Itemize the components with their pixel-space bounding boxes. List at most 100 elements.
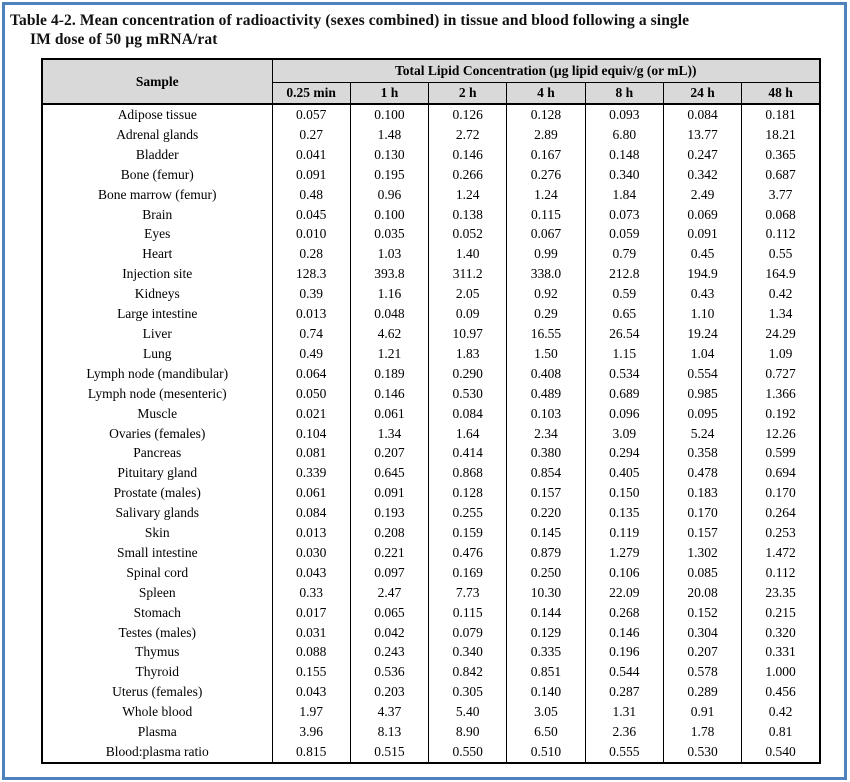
value-cell: 5.40 — [428, 702, 508, 723]
sample-name-cell: Adrenal glands — [41, 124, 273, 145]
value-cell: 2.47 — [349, 582, 430, 603]
value-cell: 1.31 — [584, 702, 664, 723]
value-cell: 0.320 — [741, 622, 821, 643]
value-cell: 0.96 — [349, 184, 430, 205]
value-cell: 0.135 — [584, 503, 664, 524]
value-cell: 1.10 — [662, 304, 743, 324]
value-cell: 16.55 — [506, 323, 586, 344]
value-cell: 2.49 — [662, 184, 743, 205]
value-cell: 0.061 — [349, 403, 430, 424]
table-title: Table 4-2. Mean concentration of radioac… — [0, 0, 850, 49]
value-cell: 1.472 — [741, 542, 821, 563]
sample-name-cell: Whole blood — [41, 702, 273, 723]
sample-name-cell: Plasma — [41, 722, 273, 742]
value-cell: 0.013 — [271, 523, 351, 543]
value-cell: 1.78 — [662, 722, 743, 742]
value-cell: 0.148 — [584, 144, 664, 165]
value-cell: 0.358 — [662, 443, 743, 464]
value-cell: 0.091 — [662, 224, 743, 245]
value-cell: 0.727 — [741, 363, 821, 384]
time-header-1h: 1 h — [349, 81, 430, 105]
value-cell: 0.129 — [506, 622, 586, 643]
sample-name-cell: Muscle — [41, 403, 273, 424]
sample-name-cell: Spinal cord — [41, 562, 273, 583]
value-cell: 2.36 — [584, 722, 664, 742]
value-cell: 4.62 — [349, 323, 430, 344]
value-cell: 0.100 — [349, 104, 430, 125]
time-header-48h: 48 h — [741, 81, 821, 105]
value-cell: 0.126 — [428, 104, 508, 125]
value-cell: 0.043 — [271, 682, 351, 703]
value-cell: 3.09 — [584, 423, 664, 444]
value-cell: 0.335 — [506, 642, 586, 663]
sample-name-cell: Lymph node (mesenteric) — [41, 383, 273, 404]
value-cell: 0.91 — [662, 702, 743, 723]
value-cell: 0.29 — [506, 304, 586, 324]
value-cell: 0.342 — [662, 164, 743, 185]
value-cell: 10.30 — [506, 582, 586, 603]
value-cell: 0.112 — [741, 224, 821, 245]
value-cell: 0.079 — [428, 622, 508, 643]
value-cell: 1.302 — [662, 542, 743, 563]
value-cell: 7.73 — [428, 582, 508, 603]
value-cell: 0.013 — [271, 304, 351, 324]
table-row: Testes (males) 0.031 0.042 0.079 0.129 0.146 0… — [41, 622, 821, 643]
value-cell: 0.854 — [506, 463, 586, 484]
value-cell: 194.9 — [662, 264, 743, 285]
table-row: Ovaries (females) 0.104 1.34 1.64 2.34 3.09 5.… — [41, 423, 821, 444]
value-cell: 0.28 — [271, 244, 351, 265]
value-cell: 1.84 — [584, 184, 664, 205]
value-cell: 0.068 — [741, 204, 821, 225]
value-cell: 0.084 — [662, 104, 743, 125]
sample-name-cell: Pancreas — [41, 443, 273, 464]
sample-name-cell: Adipose tissue — [41, 104, 273, 125]
value-cell: 0.294 — [584, 443, 664, 464]
value-cell: 10.97 — [428, 323, 508, 344]
value-cell: 1.97 — [271, 702, 351, 723]
value-cell: 0.243 — [349, 642, 430, 663]
value-cell: 1.48 — [349, 124, 430, 145]
value-cell: 0.043 — [271, 562, 351, 583]
table-body: Adipose tissue 0.057 0.100 0.126 0.128 0.093 0… — [41, 104, 821, 763]
value-cell: 0.555 — [584, 742, 664, 763]
value-cell: 0.842 — [428, 662, 508, 683]
value-cell: 0.193 — [349, 503, 430, 524]
value-cell: 0.155 — [271, 662, 351, 683]
value-cell: 0.067 — [506, 224, 586, 245]
sample-name-cell: Injection site — [41, 264, 273, 285]
value-cell: 128.3 — [271, 264, 351, 285]
value-cell: 19.24 — [662, 323, 743, 344]
value-cell: 0.81 — [741, 722, 821, 742]
value-cell: 0.192 — [741, 403, 821, 424]
value-cell: 18.21 — [741, 124, 821, 145]
value-cell: 3.96 — [271, 722, 351, 742]
table-row: Thymus 0.088 0.243 0.340 0.335 0.196 0.207 0.33… — [41, 642, 821, 663]
value-cell: 0.152 — [662, 602, 743, 623]
value-cell: 0.331 — [741, 642, 821, 663]
value-cell: 1.40 — [428, 244, 508, 265]
value-cell: 1.24 — [428, 184, 508, 205]
value-cell: 0.169 — [428, 562, 508, 583]
header-time-row: 0.25 min 1 h 2 h 4 h 8 h 24 h 48 h — [42, 81, 821, 105]
value-cell: 0.215 — [741, 602, 821, 623]
value-cell: 0.042 — [349, 622, 430, 643]
value-cell: 0.554 — [662, 363, 743, 384]
value-cell: 0.43 — [662, 284, 743, 305]
value-cell: 3.05 — [506, 702, 586, 723]
value-cell: 212.8 — [584, 264, 664, 285]
table-row: Small intestine 0.030 0.221 0.476 0.879 1.279… — [41, 542, 821, 563]
table-row: Prostate (males) 0.061 0.091 0.128 0.157 0.15… — [41, 483, 821, 504]
value-cell: 0.530 — [428, 383, 508, 404]
value-cell: 8.13 — [349, 722, 430, 742]
value-cell: 0.253 — [741, 523, 821, 543]
value-cell: 0.09 — [428, 304, 508, 324]
table-row: Large intestine 0.013 0.048 0.09 0.29 0.65 1.1… — [41, 304, 821, 324]
value-cell: 0.195 — [349, 164, 430, 185]
value-cell: 0.48 — [271, 184, 351, 205]
value-cell: 2.89 — [506, 124, 586, 145]
table-row: Bladder 0.041 0.130 0.146 0.167 0.148 0.247 0.3… — [41, 144, 821, 165]
value-cell: 0.052 — [428, 224, 508, 245]
value-cell: 0.021 — [271, 403, 351, 424]
table-row: Liver 0.74 4.62 10.97 16.55 26.54 19.24 24.29 — [41, 323, 821, 344]
